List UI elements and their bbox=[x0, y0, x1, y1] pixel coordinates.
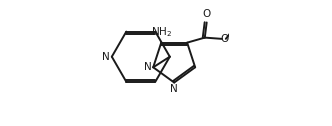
Text: O: O bbox=[203, 9, 211, 19]
Text: N: N bbox=[102, 52, 110, 62]
Text: O: O bbox=[220, 34, 228, 44]
Text: N: N bbox=[170, 84, 178, 94]
Text: NH$_2$: NH$_2$ bbox=[151, 25, 172, 39]
Text: N: N bbox=[144, 62, 152, 72]
